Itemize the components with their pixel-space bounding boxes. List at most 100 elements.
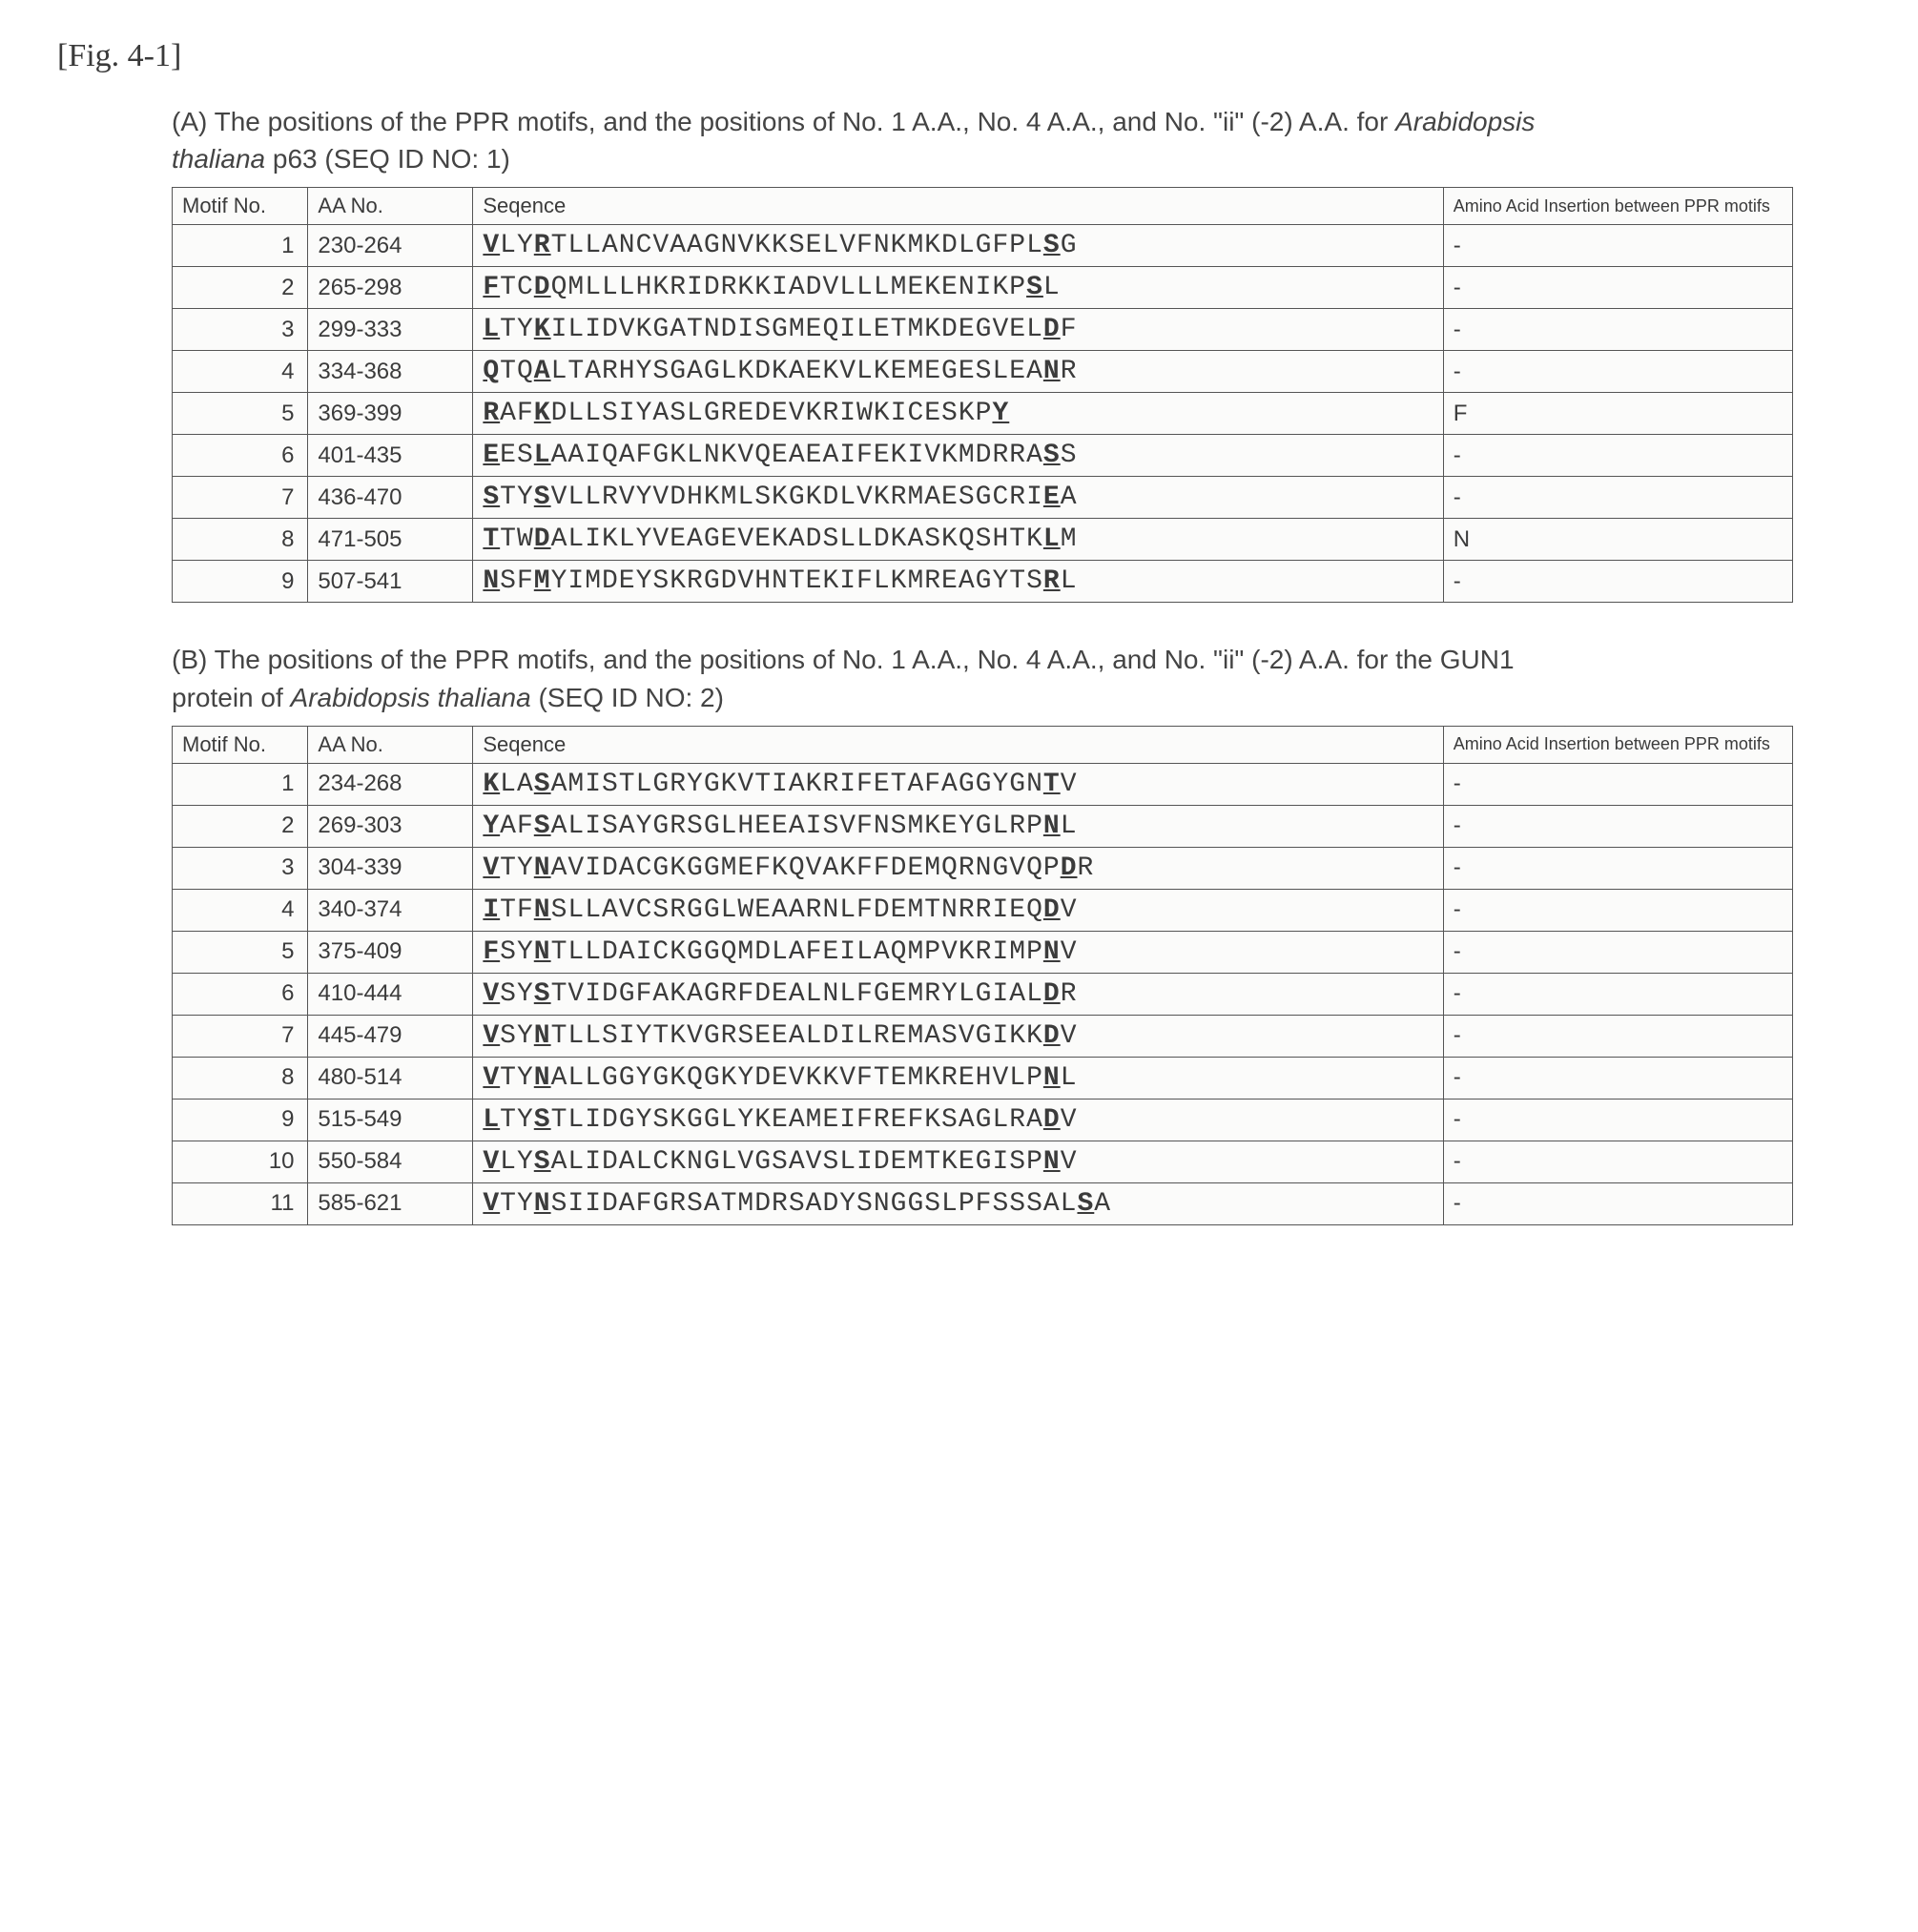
- cell-sequence: VSYSTVIDGFAKAGRFDEALNLFGEMRYLGIALDR: [473, 973, 1443, 1015]
- caption-b-italic: Arabidopsis thaliana: [291, 683, 531, 712]
- cell-insertion: -: [1443, 763, 1792, 805]
- table-row: 1230-264VLYRTLLANCVAAGNVKKSELVFNKMKDLGFP…: [173, 225, 1793, 267]
- section-a-caption: (A) The positions of the PPR motifs, and…: [172, 103, 1602, 177]
- cell-aa-no: 375-409: [308, 931, 473, 973]
- table-row: 6401-435EESLAAIQAFGKLNKVQEAEAIFEKIVKMDRR…: [173, 435, 1793, 477]
- table-row: 7436-470STYSVLLRVYVDHKMLSKGKDLVKRMAESGCR…: [173, 477, 1793, 519]
- table-row: 10550-584VLYSALIDALCKNGLVGSAVSLIDEMTKEGI…: [173, 1141, 1793, 1182]
- cell-aa-no: 471-505: [308, 519, 473, 561]
- cell-insertion: -: [1443, 1099, 1792, 1141]
- cell-aa-no: 369-399: [308, 393, 473, 435]
- table-row: 3299-333LTYKILIDVKGATNDISGMEQILETMKDEGVE…: [173, 309, 1793, 351]
- cell-insertion: -: [1443, 1141, 1792, 1182]
- cell-sequence: QTQALTARHYSGAGLKDKAEKVLKEMEGESLEANR: [473, 351, 1443, 393]
- hdr-motif: Motif No.: [173, 188, 308, 225]
- table-row: 2269-303YAFSALISAYGRSGLHEEAISVFNSMKEYGLR…: [173, 805, 1793, 847]
- table-row: 4334-368QTQALTARHYSGAGLKDKAEKVLKEMEGESLE…: [173, 351, 1793, 393]
- cell-aa-no: 515-549: [308, 1099, 473, 1141]
- caption-b-suffix: (SEQ ID NO: 2): [538, 683, 723, 712]
- cell-motif-no: 10: [173, 1141, 308, 1182]
- figure-label: [Fig. 4-1]: [57, 38, 1861, 74]
- hdr-ins-b: Amino Acid Insertion between PPR motifs: [1443, 726, 1792, 763]
- cell-motif-no: 2: [173, 805, 308, 847]
- cell-motif-no: 1: [173, 225, 308, 267]
- cell-sequence: NSFMYIMDEYSKRGDVHNTEKIFLKMREAGYTSRL: [473, 561, 1443, 603]
- cell-aa-no: 550-584: [308, 1141, 473, 1182]
- cell-sequence: FSYNTLLDAICKGGQMDLAFEILAQMPVKRIMPNV: [473, 931, 1443, 973]
- cell-aa-no: 480-514: [308, 1057, 473, 1099]
- table-row: 9507-541NSFMYIMDEYSKRGDVHNTEKIFLKMREAGYT…: [173, 561, 1793, 603]
- cell-insertion: F: [1443, 393, 1792, 435]
- cell-insertion: -: [1443, 1057, 1792, 1099]
- cell-aa-no: 230-264: [308, 225, 473, 267]
- cell-motif-no: 9: [173, 561, 308, 603]
- section-b-caption: (B) The positions of the PPR motifs, and…: [172, 641, 1602, 715]
- cell-sequence: EESLAAIQAFGKLNKVQEAEAIFEKIVKMDRRASS: [473, 435, 1443, 477]
- cell-motif-no: 2: [173, 267, 308, 309]
- cell-sequence: ITFNSLLAVCSRGGLWEAARNLFDEMTNRRIEQDV: [473, 889, 1443, 931]
- cell-motif-no: 5: [173, 931, 308, 973]
- cell-aa-no: 304-339: [308, 847, 473, 889]
- hdr-motif-b: Motif No.: [173, 726, 308, 763]
- table-row: 1234-268KLASAMISTLGRYGKVTIAKRIFETAFAGGYG…: [173, 763, 1793, 805]
- cell-insertion: -: [1443, 351, 1792, 393]
- cell-motif-no: 8: [173, 519, 308, 561]
- cell-sequence: KLASAMISTLGRYGKVTIAKRIFETAFAGGYGNTV: [473, 763, 1443, 805]
- table-row: 6410-444VSYSTVIDGFAKAGRFDEALNLFGEMRYLGIA…: [173, 973, 1793, 1015]
- cell-motif-no: 6: [173, 973, 308, 1015]
- cell-sequence: LTYSTLIDGYSKGGLYKEAMEIFREFKSAGLRADV: [473, 1099, 1443, 1141]
- cell-aa-no: 265-298: [308, 267, 473, 309]
- table-a: Motif No. AA No. Seqence Amino Acid Inse…: [172, 187, 1793, 603]
- table-row: 3304-339VTYNAVIDACGKGGMEFKQVAKFFDEMQRNGV…: [173, 847, 1793, 889]
- cell-insertion: N: [1443, 519, 1792, 561]
- cell-insertion: -: [1443, 309, 1792, 351]
- table-row: 5375-409FSYNTLLDAICKGGQMDLAFEILAQMPVKRIM…: [173, 931, 1793, 973]
- cell-motif-no: 8: [173, 1057, 308, 1099]
- cell-motif-no: 5: [173, 393, 308, 435]
- hdr-seq-b: Seqence: [473, 726, 1443, 763]
- cell-aa-no: 585-621: [308, 1182, 473, 1224]
- cell-aa-no: 401-435: [308, 435, 473, 477]
- cell-insertion: -: [1443, 1182, 1792, 1224]
- cell-insertion: -: [1443, 225, 1792, 267]
- cell-aa-no: 234-268: [308, 763, 473, 805]
- cell-sequence: RAFKDLLSIYASLGREDEVKRIWKICESKPY: [473, 393, 1443, 435]
- caption-a-suffix: p63 (SEQ ID NO: 1): [273, 144, 510, 174]
- table-row: 9515-549LTYSTLIDGYSKGGLYKEAMEIFREFKSAGLR…: [173, 1099, 1793, 1141]
- table-row: 7445-479VSYNTLLSIYTKVGRSEEALDILREMASVGIK…: [173, 1015, 1793, 1057]
- cell-aa-no: 436-470: [308, 477, 473, 519]
- cell-sequence: LTYKILIDVKGATNDISGMEQILETMKDEGVELDF: [473, 309, 1443, 351]
- cell-insertion: -: [1443, 477, 1792, 519]
- cell-insertion: -: [1443, 267, 1792, 309]
- cell-aa-no: 299-333: [308, 309, 473, 351]
- cell-motif-no: 4: [173, 351, 308, 393]
- cell-sequence: TTWDALIKLYVEAGEVEKADSLLDKASKQSHTKLM: [473, 519, 1443, 561]
- cell-insertion: -: [1443, 1015, 1792, 1057]
- cell-insertion: -: [1443, 847, 1792, 889]
- cell-insertion: -: [1443, 435, 1792, 477]
- cell-motif-no: 4: [173, 889, 308, 931]
- cell-motif-no: 9: [173, 1099, 308, 1141]
- table-row: 2265-298FTCDQMLLLHKRIDRKKIADVLLLMEKENIKP…: [173, 267, 1793, 309]
- cell-motif-no: 3: [173, 309, 308, 351]
- cell-sequence: VLYSALIDALCKNGLVGSAVSLIDEMTKEGISPNV: [473, 1141, 1443, 1182]
- cell-motif-no: 7: [173, 1015, 308, 1057]
- cell-sequence: FTCDQMLLLHKRIDRKKIADVLLLMEKENIKPSL: [473, 267, 1443, 309]
- cell-aa-no: 410-444: [308, 973, 473, 1015]
- table-row: 5369-399RAFKDLLSIYASLGREDEVKRIWKICESKPYF: [173, 393, 1793, 435]
- hdr-aa-b: AA No.: [308, 726, 473, 763]
- hdr-ins: Amino Acid Insertion between PPR motifs: [1443, 188, 1792, 225]
- cell-motif-no: 1: [173, 763, 308, 805]
- cell-motif-no: 6: [173, 435, 308, 477]
- cell-insertion: -: [1443, 561, 1792, 603]
- hdr-aa: AA No.: [308, 188, 473, 225]
- cell-aa-no: 507-541: [308, 561, 473, 603]
- cell-insertion: -: [1443, 973, 1792, 1015]
- cell-sequence: VTYNALLGGYGKQGKYDEVKKVFTEMKREHVLPNL: [473, 1057, 1443, 1099]
- cell-motif-no: 7: [173, 477, 308, 519]
- cell-motif-no: 3: [173, 847, 308, 889]
- cell-aa-no: 269-303: [308, 805, 473, 847]
- cell-sequence: VSYNTLLSIYTKVGRSEEALDILREMASVGIKKDV: [473, 1015, 1443, 1057]
- cell-aa-no: 445-479: [308, 1015, 473, 1057]
- table-b-header-row: Motif No. AA No. Seqence Amino Acid Inse…: [173, 726, 1793, 763]
